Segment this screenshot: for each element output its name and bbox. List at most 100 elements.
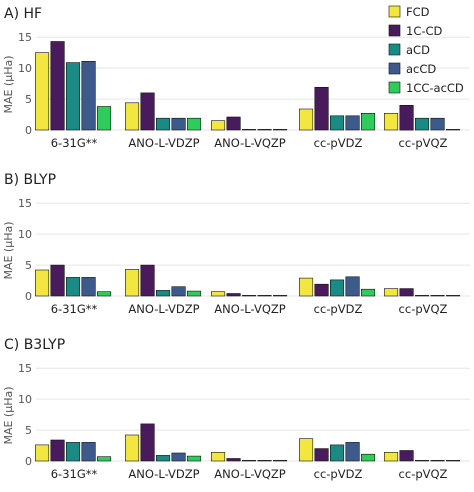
- chart-panel-3: C) B3LYP MAE (μHa) 0 5 10 15 6-31G** ANO-L-VDZP…: [2, 337, 470, 481]
- x-tick-label: 6-31G**: [51, 136, 98, 150]
- bar-accd-ano-l-vqzp: [257, 460, 272, 462]
- bar-1c-cd-ano-l-vdzp: [140, 92, 155, 131]
- y-axis-label: MAE (μHa): [2, 221, 15, 279]
- chart-panel-2: B) BLYP MAE (μHa) 0 5 10 15 6-31G** ANO-L-VDZP A…: [2, 172, 470, 316]
- bar-acd-cc-pvdz: [329, 115, 345, 131]
- bar-1c-cd-cc-pvdz: [314, 283, 329, 297]
- bar-1c-cd-ano-l-vqzp: [226, 458, 241, 462]
- bar-1cc-accd-ano-l-vqzp: [272, 295, 288, 297]
- bar-1c-cd-cc-pvdz: [314, 87, 329, 131]
- chart-panel-1: A) HF MAE (μHa) 0 5 10 15 6-31G** ANO-L-VDZP ANO…: [2, 6, 470, 150]
- y-axis-label: MAE (μHa): [2, 55, 15, 113]
- bar-1c-cd-cc-pvdz: [314, 448, 329, 462]
- bar-1cc-accd-cc-pvqz: [445, 129, 461, 131]
- legend-label: FCD: [406, 5, 430, 19]
- bar-1c-cd-ano-l-vdzp: [140, 264, 155, 297]
- legend-label: aCD: [406, 43, 430, 57]
- bar-accd-cc-pvdz: [345, 442, 360, 462]
- bar-accd-6-31g-: [81, 277, 96, 297]
- y-tick-label: 5: [25, 93, 32, 106]
- bar-fcd-cc-pvdz: [298, 108, 314, 131]
- x-tick-label: ANO-L-VQZP: [214, 467, 285, 481]
- legend-swatch-acd: [388, 43, 401, 56]
- bar-fcd-cc-pvqz: [383, 451, 399, 462]
- bar-1c-cd-ano-l-vdzp: [140, 423, 155, 462]
- bar-accd-6-31g-: [81, 60, 96, 131]
- bar-1cc-accd-ano-l-vdzp: [187, 455, 202, 462]
- bar-acd-cc-pvdz: [329, 279, 345, 297]
- bar-fcd-ano-l-vdzp: [125, 434, 140, 462]
- bar-acd-cc-pvqz: [414, 117, 430, 131]
- bar-accd-ano-l-vdzp: [171, 286, 186, 297]
- bar-1cc-accd-cc-pvdz: [360, 453, 376, 462]
- y-tick-label: 0: [25, 124, 32, 137]
- bar-1cc-accd-6-31g-: [97, 291, 112, 297]
- bar-fcd-ano-l-vqzp: [211, 120, 226, 131]
- bar-1c-cd-cc-pvqz: [399, 105, 414, 131]
- legend-label: acCD: [406, 62, 436, 76]
- bar-acd-cc-pvdz: [329, 444, 345, 462]
- bar-1cc-accd-ano-l-vqzp: [272, 129, 288, 131]
- legend-label: 1C-CD: [406, 24, 443, 38]
- bar-fcd-ano-l-vqzp: [211, 451, 226, 462]
- bar-fcd-6-31g-: [34, 444, 50, 462]
- x-tick-label: 6-31G**: [51, 467, 98, 481]
- x-tick-label: cc-pVQZ: [399, 467, 448, 481]
- bar-1c-cd-6-31g-: [50, 264, 65, 297]
- bar-acd-cc-pvqz: [414, 295, 430, 297]
- bar-fcd-cc-pvqz: [383, 288, 399, 297]
- bar-accd-cc-pvdz: [345, 276, 360, 297]
- bar-accd-cc-pvqz: [430, 117, 445, 131]
- y-axis-label: MAE (μHa): [2, 386, 15, 444]
- y-tick-label: 0: [25, 290, 32, 303]
- bar-1cc-accd-cc-pvdz: [360, 113, 376, 131]
- legend: FCD 1C-CD aCD acCD 1CC-acCD: [388, 5, 464, 95]
- y-tick-label: 10: [18, 393, 32, 406]
- bar-accd-ano-l-vqzp: [257, 295, 272, 297]
- x-tick-label: ANO-L-VDZP: [128, 302, 199, 316]
- bar-fcd-cc-pvqz: [383, 113, 399, 131]
- bar-accd-cc-pvdz: [345, 115, 360, 131]
- y-tick-label: 5: [25, 424, 32, 437]
- bar-fcd-cc-pvdz: [298, 277, 314, 297]
- y-tick-label: 15: [18, 197, 32, 210]
- legend-swatch-fcd: [388, 5, 401, 18]
- bar-fcd-6-31g-: [34, 52, 50, 131]
- bar-acd-cc-pvqz: [414, 460, 430, 462]
- bar-1c-cd-cc-pvqz: [399, 450, 414, 462]
- y-tick-label: 5: [25, 259, 32, 272]
- bar-acd-ano-l-vqzp: [242, 460, 257, 462]
- bar-acd-ano-l-vdzp: [156, 117, 171, 131]
- bar-acd-6-31g-: [66, 442, 81, 462]
- x-tick-label: ANO-L-VQZP: [214, 136, 285, 150]
- y-tick-label: 10: [18, 228, 32, 241]
- x-tick-label: ANO-L-VDZP: [128, 467, 199, 481]
- bar-acd-6-31g-: [66, 277, 81, 297]
- bar-1cc-accd-cc-pvqz: [445, 460, 461, 462]
- bar-1cc-accd-6-31g-: [97, 106, 112, 131]
- bar-fcd-ano-l-vdzp: [125, 102, 140, 131]
- bar-1c-cd-cc-pvqz: [399, 288, 414, 297]
- bar-1c-cd-ano-l-vqzp: [226, 116, 241, 131]
- bar-1cc-accd-ano-l-vdzp: [187, 117, 202, 131]
- bar-acd-ano-l-vqzp: [242, 295, 257, 297]
- bar-acd-ano-l-vdzp: [156, 290, 171, 297]
- y-tick-label: 10: [18, 62, 32, 75]
- x-tick-label: cc-pVDZ: [314, 467, 363, 481]
- bar-accd-cc-pvqz: [430, 460, 445, 462]
- bar-accd-ano-l-vdzp: [171, 452, 186, 462]
- bar-1cc-accd-6-31g-: [97, 456, 112, 462]
- bar-acd-ano-l-vdzp: [156, 455, 171, 462]
- bar-fcd-6-31g-: [34, 269, 50, 297]
- bar-1cc-accd-ano-l-vqzp: [272, 460, 288, 462]
- x-tick-label: cc-pVQZ: [399, 302, 448, 316]
- y-tick-label: 0: [25, 455, 32, 468]
- chart-title: B) BLYP: [4, 172, 56, 188]
- y-tick-label: 15: [18, 362, 32, 375]
- legend-swatch-1c-cd: [388, 24, 401, 37]
- x-tick-label: cc-pVDZ: [314, 136, 363, 150]
- x-tick-label: cc-pVDZ: [314, 302, 363, 316]
- bar-accd-cc-pvqz: [430, 295, 445, 297]
- bar-acd-6-31g-: [66, 62, 81, 131]
